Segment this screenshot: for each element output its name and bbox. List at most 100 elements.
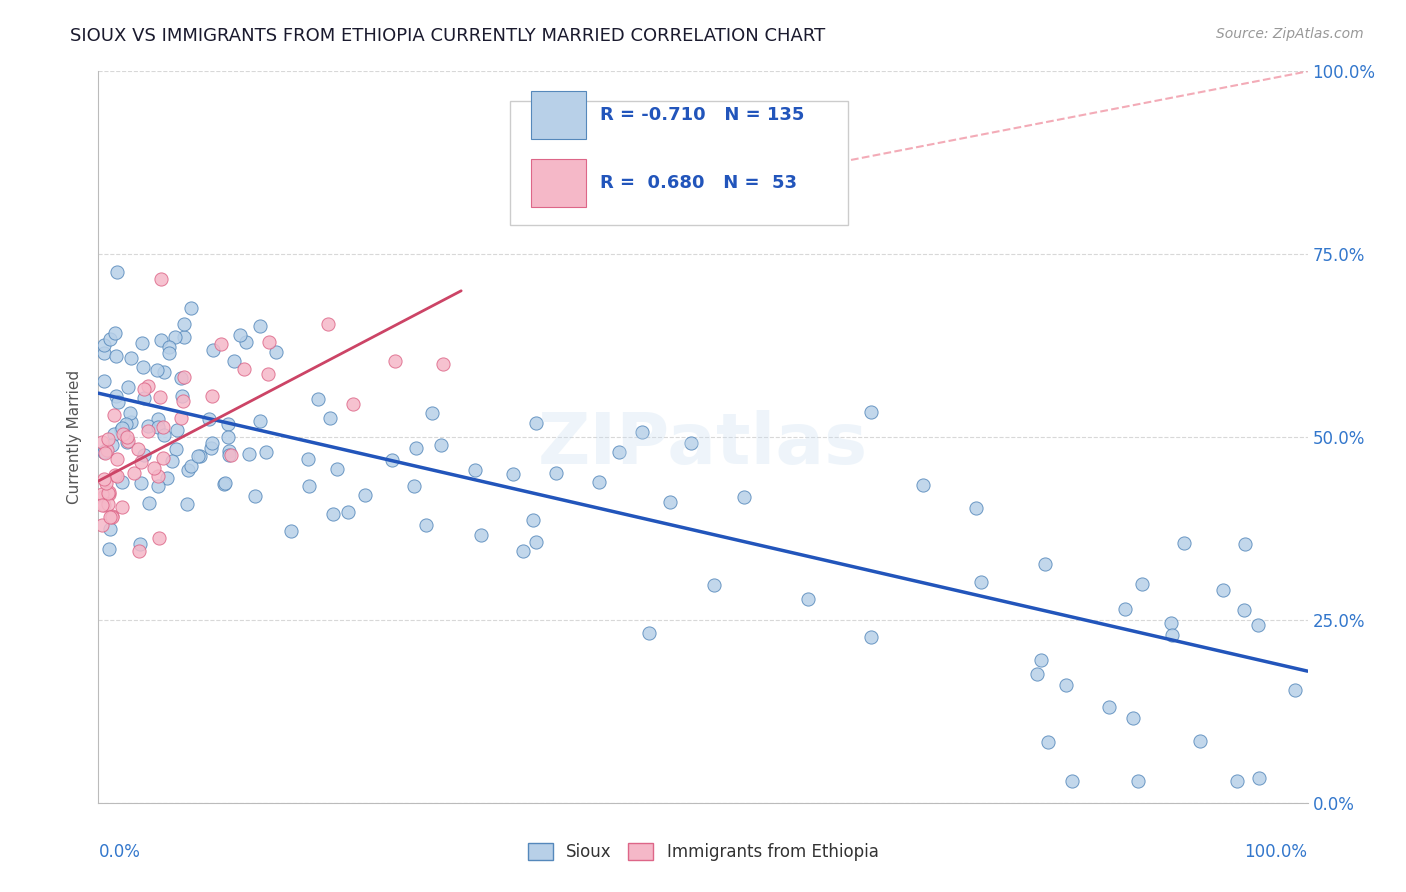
Point (280, 524, 302, 538)
Point (259, 335, 281, 350)
Point (228, 328, 250, 343)
Point (609, 445, 631, 459)
Point (1284, 682, 1306, 697)
Point (1173, 536, 1195, 550)
Point (145, 363, 167, 377)
Point (733, 490, 755, 504)
Point (142, 461, 165, 475)
Point (152, 419, 174, 434)
Point (1098, 699, 1121, 714)
Point (1212, 582, 1234, 597)
Point (104, 350, 127, 364)
Point (149, 390, 172, 404)
Point (97, 486, 120, 500)
Point (98, 484, 121, 499)
Point (524, 534, 547, 549)
Point (111, 500, 134, 514)
Point (148, 420, 170, 434)
Y-axis label: Currently Married: Currently Married (67, 370, 83, 504)
Point (218, 448, 240, 462)
Point (224, 354, 246, 368)
Point (152, 428, 174, 442)
Text: 100.0%: 100.0% (1244, 843, 1308, 861)
Point (105, 389, 128, 403)
Point (170, 371, 193, 385)
Text: ZIPatlas: ZIPatlas (538, 410, 868, 479)
Point (381, 453, 404, 467)
Point (235, 334, 257, 349)
Point (146, 479, 169, 493)
Point (1226, 773, 1249, 788)
Point (187, 449, 209, 463)
Point (970, 574, 993, 589)
Point (176, 497, 198, 511)
Point (93, 346, 115, 360)
Point (307, 392, 329, 406)
Point (257, 367, 280, 381)
Point (218, 444, 240, 458)
Text: 0.0%: 0.0% (98, 843, 141, 861)
Point (1038, 735, 1060, 749)
Point (1054, 678, 1077, 692)
Point (149, 271, 172, 285)
Point (201, 343, 224, 358)
Point (152, 450, 174, 465)
Point (98, 522, 121, 536)
Point (1160, 615, 1182, 630)
Point (266, 344, 288, 359)
Point (1060, 773, 1083, 788)
Point (209, 336, 232, 351)
Point (1189, 734, 1212, 748)
Point (1025, 666, 1047, 681)
Point (105, 265, 128, 279)
Point (136, 424, 159, 438)
Point (180, 458, 202, 473)
Point (172, 393, 194, 408)
Point (146, 412, 169, 426)
Point (153, 365, 176, 379)
Point (512, 543, 534, 558)
Point (432, 357, 454, 371)
FancyBboxPatch shape (531, 159, 586, 207)
Point (165, 442, 187, 456)
Point (659, 495, 682, 509)
Point (94, 442, 117, 457)
Point (149, 334, 172, 348)
Point (588, 475, 610, 490)
Point (170, 411, 193, 425)
Point (470, 528, 492, 542)
Text: R = -0.710   N = 135: R = -0.710 N = 135 (600, 106, 804, 124)
Point (546, 466, 568, 480)
Point (128, 537, 150, 551)
Point (415, 517, 437, 532)
Point (104, 326, 127, 340)
Point (97, 432, 120, 446)
Point (217, 430, 239, 444)
Point (173, 370, 195, 384)
Point (965, 501, 987, 516)
Point (115, 434, 138, 449)
Text: SIOUX VS IMMIGRANTS FROM ETHIOPIA CURRENTLY MARRIED CORRELATION CHART: SIOUX VS IMMIGRANTS FROM ETHIOPIA CURREN… (70, 27, 825, 45)
Point (117, 430, 139, 444)
Point (1233, 603, 1256, 617)
Point (212, 477, 235, 491)
Point (160, 453, 183, 467)
Point (156, 471, 179, 485)
Point (860, 405, 883, 419)
Point (170, 389, 193, 403)
Legend: Sioux, Immigrants from Ethiopia: Sioux, Immigrants from Ethiopia (520, 836, 886, 868)
Point (91, 435, 114, 450)
Point (98, 541, 121, 556)
Point (117, 434, 139, 448)
Point (115, 417, 138, 432)
Point (103, 408, 125, 422)
Point (159, 340, 181, 354)
Point (96, 476, 118, 491)
Point (188, 449, 211, 463)
Point (93, 338, 115, 352)
Point (110, 424, 132, 438)
Text: Source: ZipAtlas.com: Source: ZipAtlas.com (1216, 27, 1364, 41)
Point (166, 423, 188, 437)
Point (122, 467, 145, 481)
Point (136, 379, 159, 393)
